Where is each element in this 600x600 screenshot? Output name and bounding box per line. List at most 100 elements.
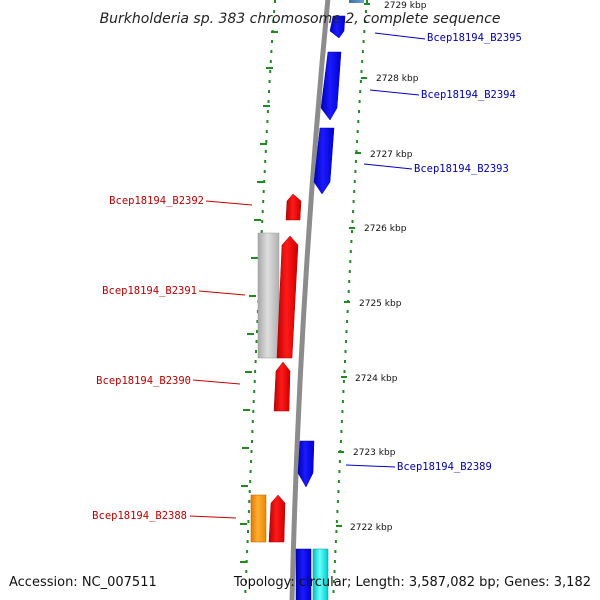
scale-tick-label: 2723 kbp — [353, 448, 396, 458]
track-dot — [348, 280, 351, 283]
track-dot — [268, 80, 271, 83]
gene-bcep18194-b2390[interactable] — [273, 361, 291, 412]
track-dot — [255, 340, 258, 343]
track-dot — [361, 60, 364, 63]
label-leader-lines — [189, 32, 426, 519]
track-dot — [247, 520, 250, 523]
track-dot — [363, 30, 366, 33]
track-dot — [271, 40, 273, 43]
accession-label: Accession: NC_007511 — [9, 575, 157, 590]
track-dot — [342, 390, 345, 393]
track-dot — [336, 500, 339, 503]
gene-top-steel[interactable] — [349, 0, 364, 3]
track-dot — [333, 560, 336, 563]
inner-tick-dashes — [240, 31, 278, 563]
track-dot — [349, 260, 352, 263]
gene-bcep18194-b2391[interactable] — [276, 235, 299, 359]
scale-tick-label: 2722 kbp — [350, 523, 393, 533]
track-dot — [262, 190, 265, 193]
gene-label-b2395[interactable]: Bcep18194_B2395 — [427, 32, 522, 44]
track-dot — [340, 420, 343, 423]
track-dot — [333, 570, 336, 573]
gene-label-b2391[interactable]: Bcep18194_B2391 — [102, 285, 197, 297]
track-dot — [252, 410, 255, 413]
track-dot — [272, 20, 275, 23]
gene-label-b2392[interactable]: Bcep18194_B2392 — [109, 195, 204, 207]
gene-label-b2389[interactable]: Bcep18194_B2389 — [397, 461, 492, 473]
track-dot — [339, 440, 342, 443]
track-dot — [268, 90, 270, 93]
track-dot — [340, 430, 343, 433]
track-dot — [341, 410, 344, 413]
scale-ticks — [336, 3, 370, 527]
track-dot — [352, 210, 355, 213]
track-dot — [263, 180, 266, 183]
gene-label-b2393[interactable]: Bcep18194_B2393 — [414, 163, 509, 175]
track-dot — [265, 130, 268, 133]
track-dot — [270, 50, 273, 53]
track-dot — [341, 400, 344, 403]
track-dot — [355, 150, 358, 153]
track-dot — [254, 370, 257, 373]
track-dot — [256, 330, 258, 333]
gene-bottom-cyan[interactable] — [312, 548, 329, 600]
track-dot — [260, 230, 263, 233]
track-dot — [273, 10, 276, 13]
forward-strand-genes — [295, 0, 364, 600]
gene-bcep18194-b2394[interactable] — [320, 51, 342, 121]
track-dot — [343, 370, 346, 373]
track-dot — [344, 350, 347, 353]
gene-orange[interactable] — [250, 494, 267, 543]
topology-summary: Topology: circular; Length: 3,587,082 bp… — [233, 575, 591, 590]
track-dot — [359, 80, 362, 83]
gene-bcep18194-b2388[interactable] — [268, 494, 286, 543]
track-dot — [249, 470, 252, 473]
track-dot — [364, 20, 367, 23]
gene-label-b2388[interactable]: Bcep18194_B2388 — [92, 510, 187, 522]
gene-bcep18194-b2392[interactable] — [285, 193, 302, 221]
track-dot — [248, 500, 251, 503]
track-dot — [254, 360, 257, 363]
gene-bottom-blue[interactable] — [295, 548, 312, 600]
gene-label-b2394[interactable]: Bcep18194_B2394 — [421, 89, 516, 101]
scale-tick-labels: 2729 kbp 2728 kbp 2727 kbp 2726 kbp 2725… — [350, 1, 427, 533]
track-dot — [248, 490, 251, 493]
scale-tick-label: 2728 kbp — [376, 74, 419, 84]
genome-backbone — [289, 0, 331, 600]
track-dot — [253, 380, 256, 383]
track-dot — [350, 240, 353, 243]
scale-tick-label: 2729 kbp — [384, 1, 427, 11]
track-dot — [265, 140, 268, 143]
scale-tick-label: 2725 kbp — [359, 299, 402, 309]
gene-bcep18194-b2395[interactable] — [329, 15, 346, 39]
track-dot — [358, 110, 360, 113]
track-dot — [264, 160, 267, 163]
track-dot — [244, 590, 247, 593]
track-dot — [262, 200, 265, 203]
scale-tick-label: 2724 kbp — [355, 374, 398, 384]
track-dot — [338, 470, 341, 473]
track-dot — [338, 460, 341, 463]
track-dot — [337, 490, 340, 493]
track-dot — [333, 580, 335, 583]
gene-bcep18194-b2389[interactable] — [297, 440, 315, 488]
track-dot — [255, 350, 257, 353]
track-dot — [349, 250, 352, 253]
track-dot — [362, 40, 365, 43]
track-dot — [348, 270, 351, 273]
track-dot — [245, 570, 248, 573]
track-dot — [263, 170, 266, 173]
track-dot — [345, 330, 348, 333]
track-dot — [246, 540, 249, 543]
track-dot — [354, 160, 357, 163]
scale-tick-label: 2726 kbp — [364, 224, 407, 234]
gene-pseudo-grey[interactable] — [257, 232, 280, 359]
gene-label-b2390[interactable]: Bcep18194_B2390 — [96, 375, 191, 387]
track-dot — [365, 10, 367, 13]
track-dot — [251, 440, 253, 443]
track-dot — [357, 120, 360, 123]
track-dot — [353, 190, 356, 193]
gene-bcep18194-b2393[interactable] — [313, 127, 335, 195]
map-title: Burkholderia sp. 383 chromosome 2, compl… — [100, 11, 501, 27]
